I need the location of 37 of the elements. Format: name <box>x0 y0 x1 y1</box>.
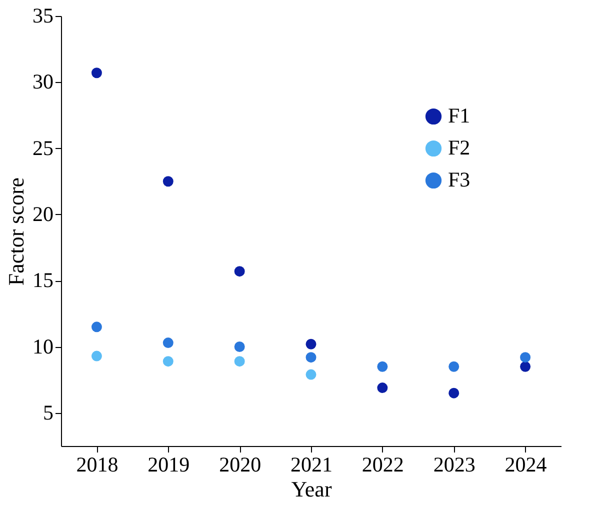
x-tick-label: 2020 <box>219 452 262 476</box>
point <box>234 266 245 277</box>
y-tick-label: 10 <box>32 334 54 358</box>
point <box>234 342 245 352</box>
point <box>448 361 460 372</box>
legend-label: F1 <box>448 104 470 128</box>
y-axis-title: Factor score <box>4 177 28 286</box>
point <box>162 338 174 348</box>
point <box>377 361 388 372</box>
point <box>520 352 531 363</box>
point <box>91 68 102 78</box>
point <box>162 356 174 367</box>
point <box>377 382 388 394</box>
y-tick-label: 25 <box>32 136 54 160</box>
x-tick-label: 2021 <box>290 452 332 476</box>
x-tick-label: 2019 <box>148 452 190 476</box>
point <box>306 369 316 380</box>
legend-label: F3 <box>448 168 470 192</box>
y-tick-label: 20 <box>32 202 54 226</box>
point <box>162 176 174 187</box>
y-tick-label: 30 <box>32 70 54 94</box>
point <box>520 361 531 372</box>
x-tick-label: 2018 <box>76 452 118 476</box>
point <box>234 356 245 367</box>
point <box>91 350 102 362</box>
y-tick-label: 15 <box>32 268 54 292</box>
point <box>306 352 316 363</box>
point <box>448 388 460 398</box>
legend-label: F2 <box>448 136 470 160</box>
x-tick-label: 2024 <box>504 452 548 476</box>
point <box>91 322 102 332</box>
y-tick-label: 35 <box>32 4 54 28</box>
x-tick-label: 2022 <box>362 452 404 476</box>
x-axis-title: Year <box>291 476 332 502</box>
point <box>306 338 316 350</box>
y-tick-label: 5 <box>43 400 54 424</box>
x-tick-label: 2023 <box>433 452 476 476</box>
